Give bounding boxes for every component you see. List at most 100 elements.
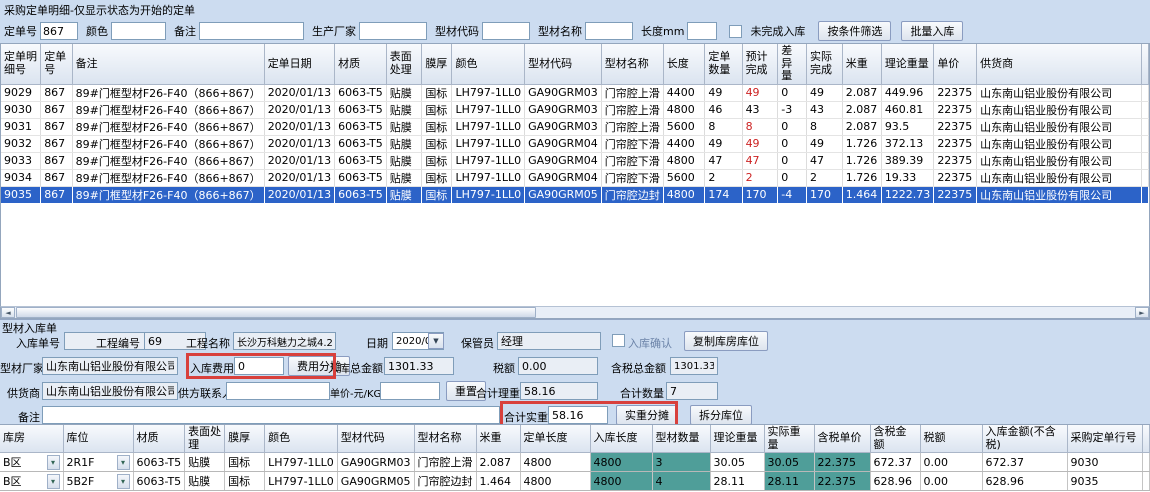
grid-cell[interactable]: 49 xyxy=(704,84,743,102)
grid-cell[interactable]: 6063-T5 xyxy=(334,101,387,119)
grid-cell[interactable]: 2.087 xyxy=(476,452,521,473)
grid-cell[interactable]: 4400 xyxy=(663,84,706,102)
grid-cell[interactable]: LH797-1LL0 xyxy=(451,186,526,204)
grid-cell[interactable]: 国标 xyxy=(421,118,453,136)
grid-cell[interactable]: 9032 xyxy=(1,135,42,153)
color-input[interactable] xyxy=(111,22,166,40)
column-header[interactable]: 税额 xyxy=(920,425,983,454)
grid-cell[interactable]: LH797-1LL0 xyxy=(451,135,526,153)
tax-field[interactable] xyxy=(518,357,598,375)
grid-cell[interactable]: 43 xyxy=(742,101,779,119)
grid-cell[interactable]: 89#门框型材F26-F40（866+867） xyxy=(72,186,265,204)
column-header[interactable]: 供货商 xyxy=(976,44,1142,85)
grid-cell[interactable]: LH797-1LL0 xyxy=(264,471,338,492)
actual-weight-share-button[interactable]: 实重分摊 xyxy=(616,405,678,425)
grid-cell[interactable]: 47 xyxy=(742,152,779,170)
grid-cell[interactable]: LH797-1LL0 xyxy=(264,452,338,473)
grid-cell[interactable]: 5600 xyxy=(663,169,706,187)
grid-cell[interactable]: 9029 xyxy=(1,84,42,102)
total-with-tax-field[interactable] xyxy=(670,357,718,375)
column-header[interactable]: 差异量 xyxy=(777,44,808,85)
grid-cell[interactable]: 1.464 xyxy=(842,186,882,204)
grid-cell[interactable]: 867 xyxy=(40,118,73,136)
grid-cell[interactable]: LH797-1LL0 xyxy=(451,152,526,170)
grid-cell[interactable]: LH797-1LL0 xyxy=(451,118,526,136)
split-location-button[interactable]: 拆分库位 xyxy=(690,405,752,425)
grid-cell[interactable]: 174 xyxy=(704,186,743,204)
profile-name-input[interactable] xyxy=(585,22,633,40)
grid-cell[interactable]: 门帘腔边封 xyxy=(601,186,664,204)
order-detail-row[interactable]: 9033 867 89#门框型材F26-F40（866+867） 2020/01/13… xyxy=(1,152,1149,170)
grid-cell[interactable]: 6063-T5 xyxy=(133,452,186,473)
scroll-right-icon[interactable]: ► xyxy=(1135,307,1149,318)
grid-cell[interactable]: 22375 xyxy=(933,135,978,153)
grid-cell[interactable]: 43 xyxy=(806,101,843,119)
grid-cell[interactable]: 8 xyxy=(806,118,843,136)
column-header[interactable]: 定单明细号 xyxy=(1,44,42,85)
column-header[interactable]: 备注 xyxy=(72,44,265,85)
grid-cell[interactable]: 22.375 xyxy=(814,452,871,473)
grid-cell[interactable]: 867 xyxy=(40,186,73,204)
grid-cell[interactable]: 4800 xyxy=(520,471,591,492)
grid-cell[interactable]: 9033 xyxy=(1,152,42,170)
grid-cell[interactable]: 2 xyxy=(704,169,743,187)
grid-cell[interactable]: 2.087 xyxy=(842,118,882,136)
grid-cell[interactable]: 4800 xyxy=(663,152,706,170)
grid-cell[interactable]: GA90GRM04 xyxy=(524,169,602,187)
grid-cell[interactable]: GA90GRM05 xyxy=(524,186,602,204)
grid-cell[interactable]: 867 xyxy=(40,152,73,170)
grid-cell[interactable]: 2020/01/13 xyxy=(264,169,336,187)
grid-cell[interactable]: 门帘腔边封 xyxy=(414,471,477,492)
grid-cell[interactable]: 0 xyxy=(777,169,808,187)
grid-cell[interactable]: 89#门框型材F26-F40（866+867） xyxy=(72,101,265,119)
grid-cell[interactable]: 22375 xyxy=(933,186,978,204)
grid-cell[interactable]: 9030 xyxy=(1067,452,1143,473)
profile-code-input[interactable] xyxy=(482,22,530,40)
grid-cell[interactable]: 贴膜 xyxy=(386,152,423,170)
total-actual-weight-field[interactable] xyxy=(548,406,608,424)
column-header[interactable]: 定单日期 xyxy=(264,44,336,85)
grid-cell[interactable]: 6063-T5 xyxy=(133,471,186,492)
column-header[interactable]: 含税单价 xyxy=(814,425,871,454)
inbound-total-amount-field[interactable] xyxy=(384,357,454,375)
grid-cell[interactable]: 22.375 xyxy=(814,471,871,492)
grid-cell[interactable]: 28.11 xyxy=(710,471,765,492)
grid-cell[interactable]: 2020/01/13 xyxy=(264,118,336,136)
grid-cell[interactable]: 2R1F ▾ xyxy=(63,452,134,473)
grid-cell[interactable]: 门帘腔上滑 xyxy=(601,84,664,102)
keeper-field[interactable] xyxy=(497,332,601,350)
grid-cell[interactable]: 5600 xyxy=(663,118,706,136)
project-name-field[interactable] xyxy=(233,332,336,350)
grid-cell[interactable]: 9035 xyxy=(1,186,42,204)
chevron-down-icon[interactable]: ▾ xyxy=(116,454,130,470)
unfinished-inbound-checkbox[interactable] xyxy=(729,24,743,38)
grid-cell[interactable]: 国标 xyxy=(421,169,453,187)
calendar-dropdown-icon[interactable]: ▼ xyxy=(428,333,444,349)
grid-cell[interactable]: 8 xyxy=(704,118,743,136)
grid-cell[interactable]: 22375 xyxy=(933,101,978,119)
grid-cell[interactable]: 国标 xyxy=(224,471,266,492)
grid-cell[interactable]: 1.464 xyxy=(476,471,521,492)
grid-cell[interactable]: 贴膜 xyxy=(386,186,423,204)
column-header[interactable]: 颜色 xyxy=(264,425,338,454)
grid-cell[interactable]: 山东南山铝业股份有限公司 xyxy=(976,135,1142,153)
grid-cell[interactable]: 0 xyxy=(777,152,808,170)
grid-cell[interactable]: 山东南山铝业股份有限公司 xyxy=(976,101,1142,119)
grid-cell[interactable]: 1222.73 xyxy=(881,186,935,204)
grid-cell[interactable]: 49 xyxy=(742,135,779,153)
column-header[interactable]: 实际重量 xyxy=(764,425,815,454)
grid-cell[interactable]: 6063-T5 xyxy=(334,169,387,187)
order-detail-row[interactable]: 9032 867 89#门框型材F26-F40（866+867） 2020/01/13… xyxy=(1,135,1149,153)
grid-cell[interactable]: 2020/01/13 xyxy=(264,152,336,170)
grid-cell[interactable]: 47 xyxy=(806,152,843,170)
grid-cell[interactable]: LH797-1LL0 xyxy=(451,101,526,119)
grid-cell[interactable]: 449.96 xyxy=(881,84,935,102)
grid-cell[interactable]: 2020/01/13 xyxy=(264,101,336,119)
total-theory-weight-field[interactable] xyxy=(520,382,598,400)
column-header[interactable]: 库位 xyxy=(63,425,134,454)
grid-cell[interactable]: 19.33 xyxy=(881,169,935,187)
order-detail-row[interactable]: 9030 867 89#门框型材F26-F40（866+867） 2020/01/13… xyxy=(1,101,1149,119)
column-header[interactable]: 单价 xyxy=(933,44,978,85)
grid-cell[interactable]: 6063-T5 xyxy=(334,152,387,170)
grid-cell[interactable]: 30.05 xyxy=(764,452,815,473)
